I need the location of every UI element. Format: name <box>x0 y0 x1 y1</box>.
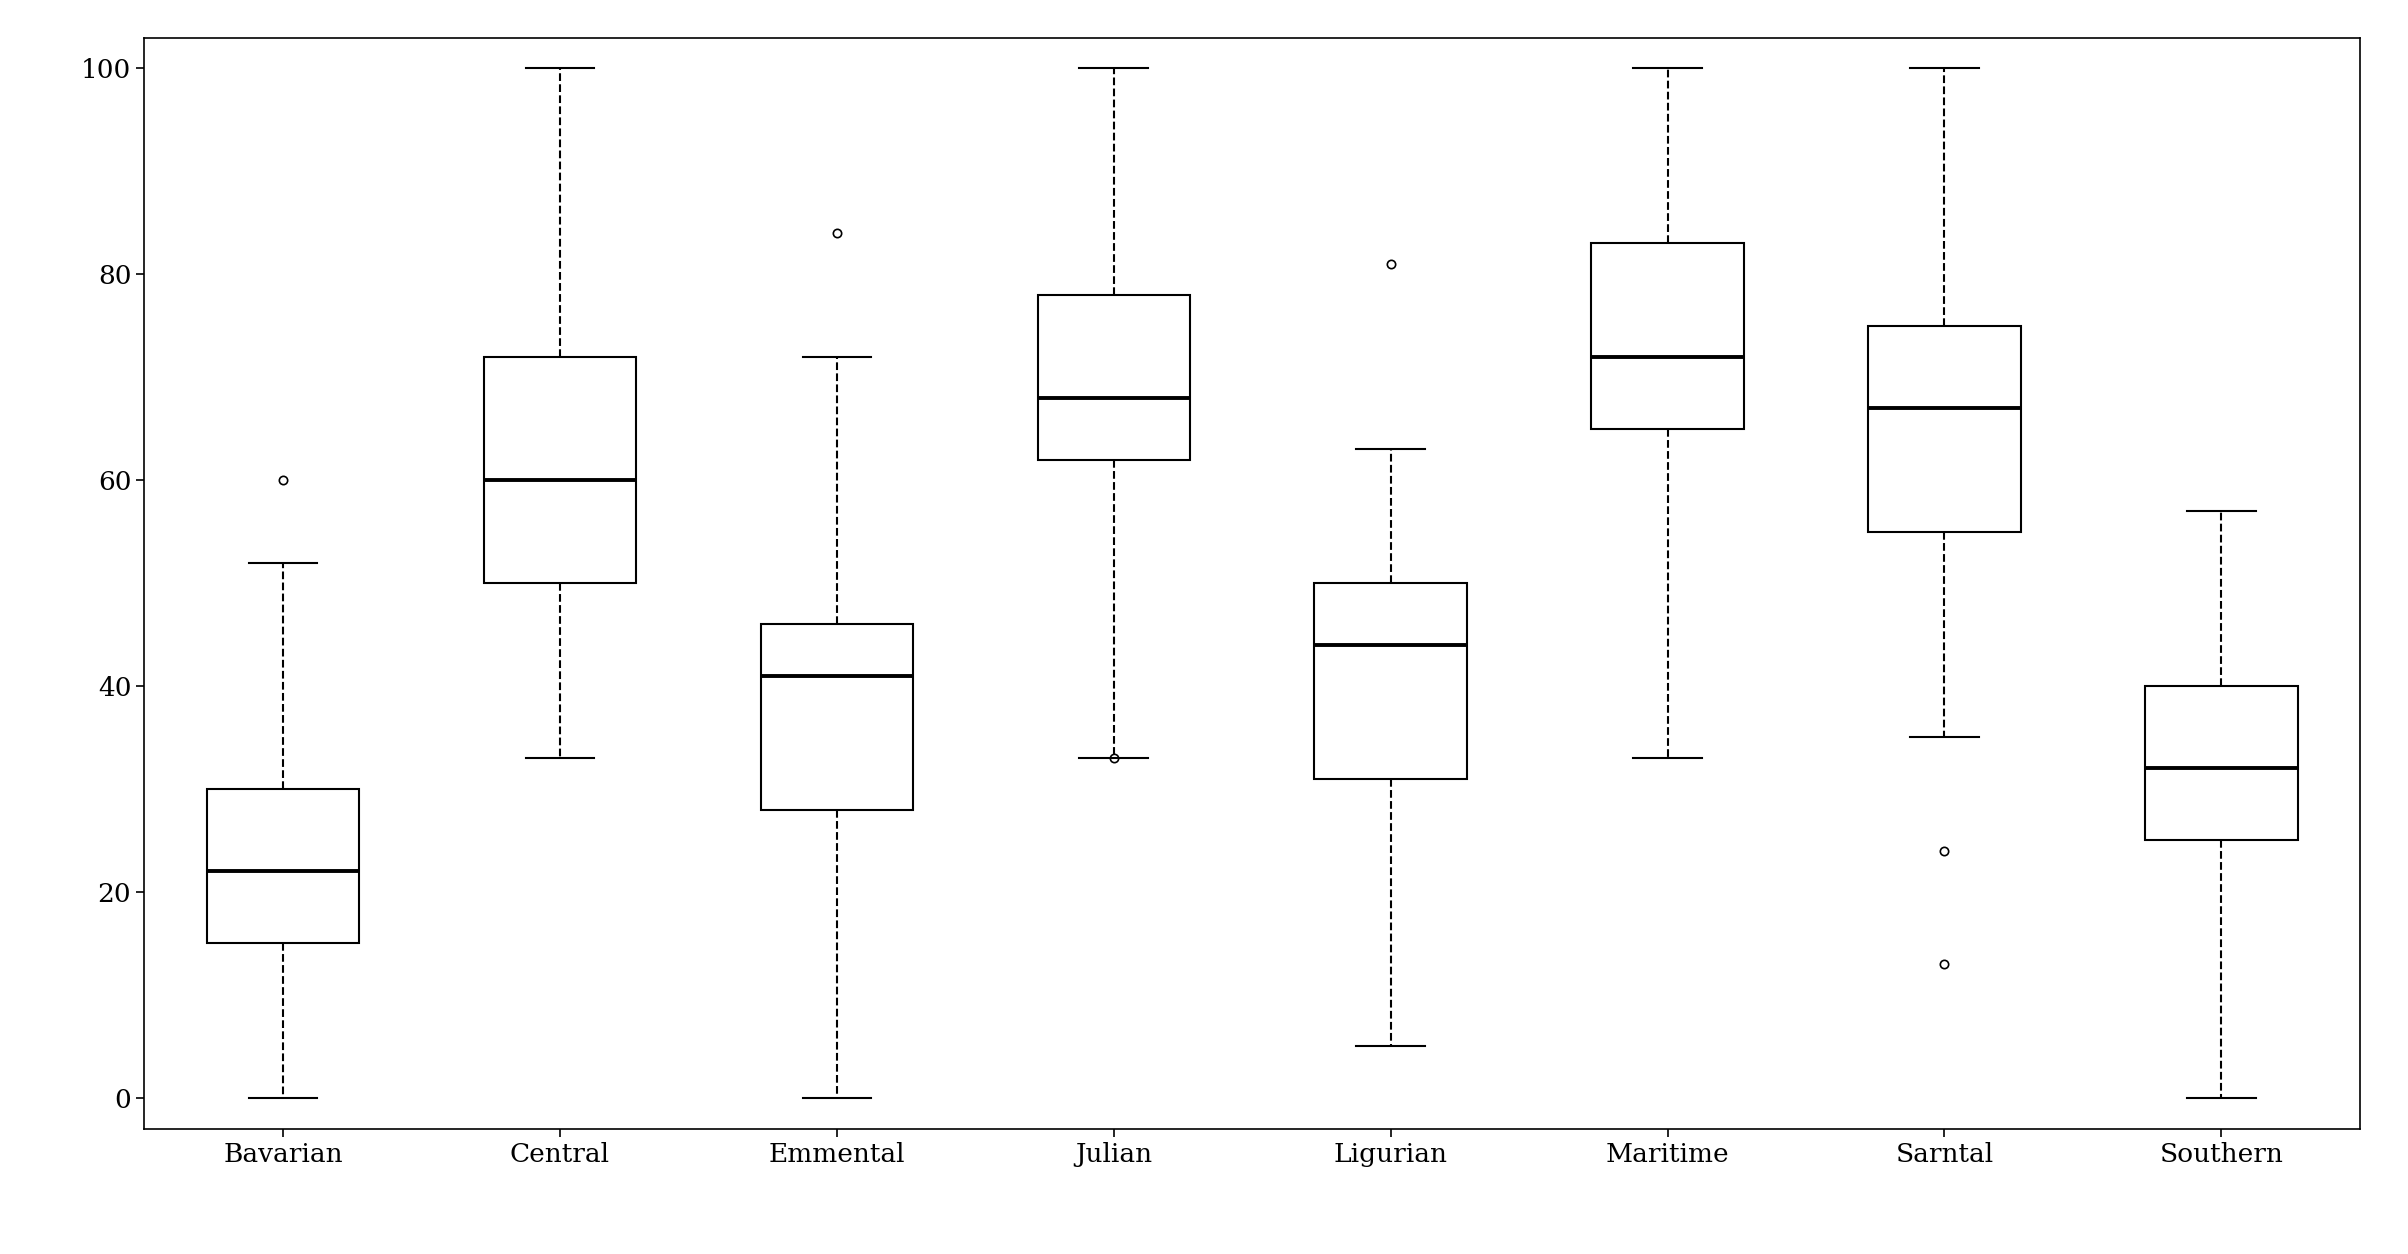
Bar <box>2146 686 2297 840</box>
Bar <box>761 624 913 810</box>
Bar <box>207 789 359 943</box>
Bar <box>1869 326 2020 532</box>
Bar <box>484 356 636 583</box>
Bar <box>1315 583 1466 779</box>
Bar <box>1592 243 1743 429</box>
Bar <box>1038 295 1190 460</box>
